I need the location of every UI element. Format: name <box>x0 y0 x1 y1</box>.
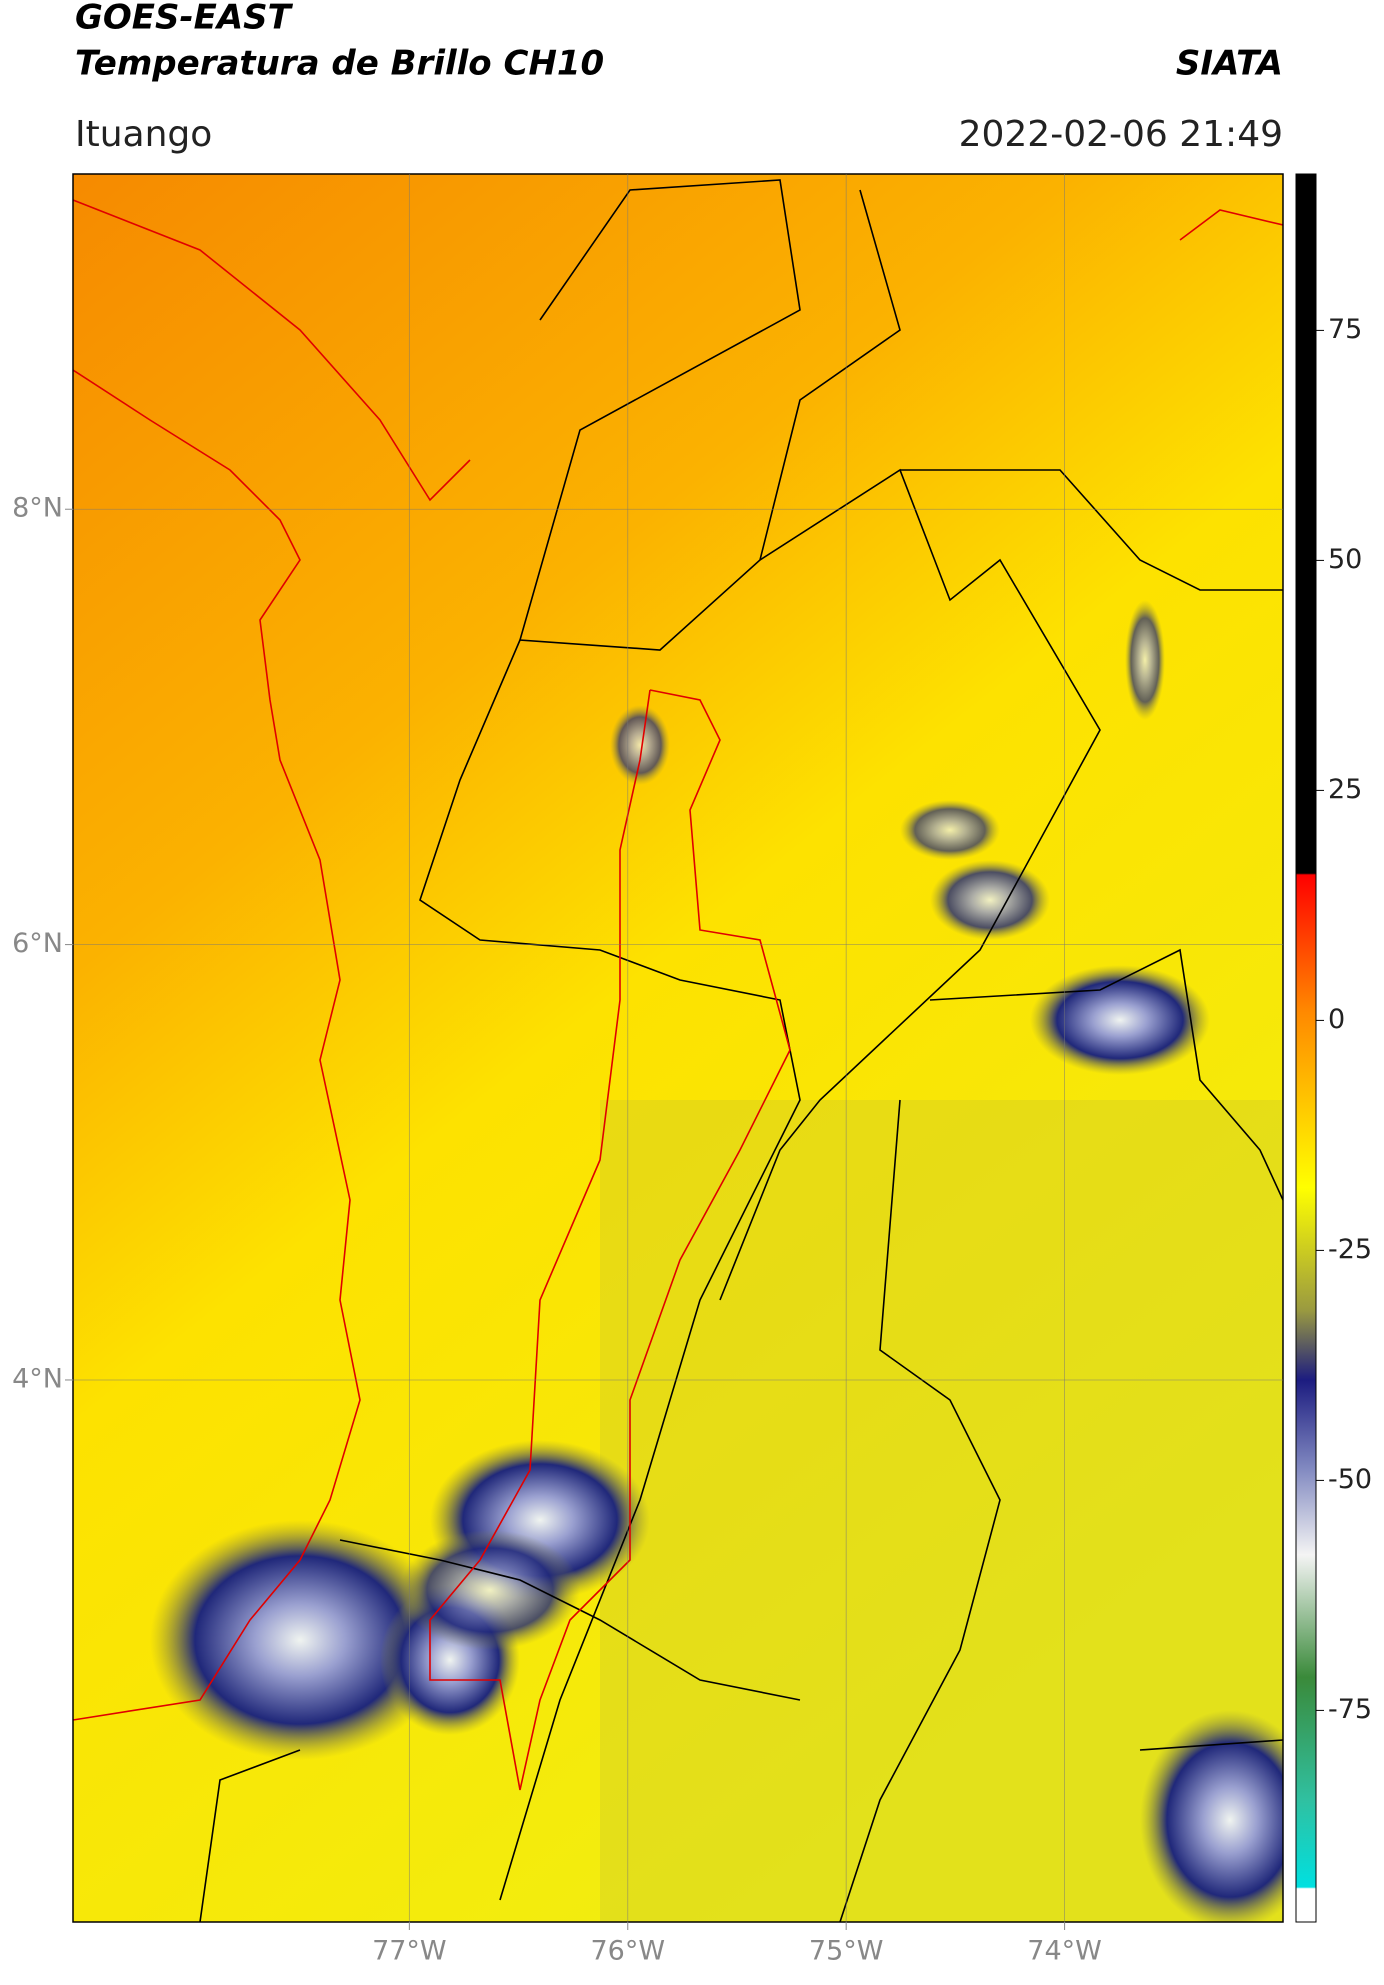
lat-label: 4°N <box>12 1363 63 1394</box>
lon-label: 76°W <box>590 1936 665 1967</box>
datetime: 2022-02-06 21:49 <box>959 114 1283 155</box>
source: SIATA <box>1176 44 1283 84</box>
lat-label: 8°N <box>12 493 63 524</box>
colorbar-label: -50 <box>1328 1464 1372 1495</box>
colorbar-label: -25 <box>1328 1234 1372 1265</box>
lat-label: 6°N <box>12 928 63 959</box>
lon-label: 75°W <box>809 1936 884 1967</box>
region: Ituango <box>75 114 212 155</box>
colorbar-label: 25 <box>1328 774 1362 805</box>
colorbar <box>1295 173 1317 1923</box>
map-frame <box>72 173 1284 1923</box>
colorbar-label: -75 <box>1328 1694 1372 1725</box>
lon-label: 74°W <box>1027 1936 1102 1967</box>
satellite: GOES-EAST <box>75 0 294 38</box>
map-image <box>73 174 1283 1922</box>
colorbar-label: 75 <box>1328 314 1362 345</box>
colorbar-label: 0 <box>1328 1004 1345 1035</box>
product: Temperatura de Brillo CH10 <box>75 44 604 84</box>
colorbar-label: 50 <box>1328 544 1362 575</box>
lon-label: 77°W <box>372 1936 447 1967</box>
